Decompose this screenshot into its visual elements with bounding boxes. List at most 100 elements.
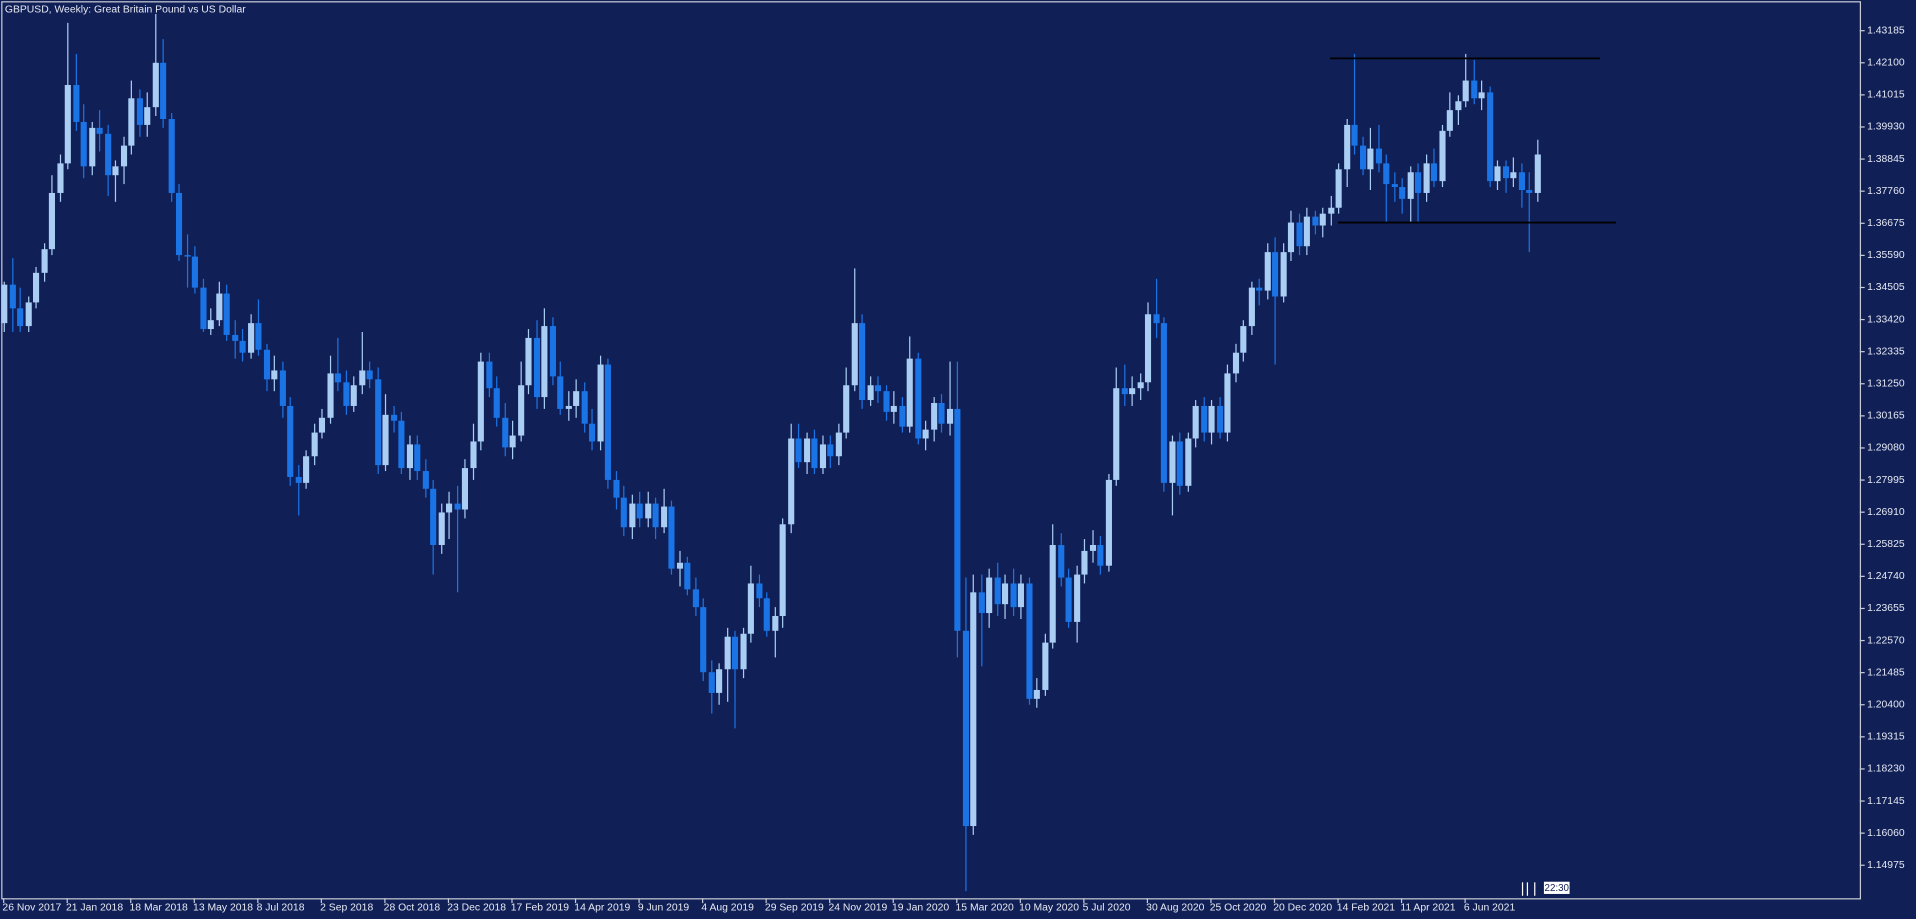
candle-body (248, 323, 255, 353)
candle-body (438, 512, 445, 546)
candle-body (1518, 172, 1525, 191)
candle-body (144, 107, 151, 125)
y-tick-label: 1.39930 (1867, 122, 1905, 133)
candle-body (96, 127, 103, 134)
candle-body (406, 444, 414, 469)
y-tick-label: 1.42100 (1867, 58, 1905, 69)
candle-body (1042, 642, 1049, 690)
candle-body (1287, 222, 1295, 253)
candle-body (1423, 163, 1430, 193)
candle-body (255, 323, 262, 350)
candle-body (708, 672, 715, 693)
candle-body (962, 630, 969, 827)
y-tick-label: 1.29080 (1867, 443, 1905, 454)
candle-body (867, 385, 874, 401)
x-tick-label: 2 Sep 2018 (320, 903, 373, 914)
candle-body (1351, 124, 1358, 146)
candle-body (604, 364, 611, 480)
candle-body (136, 98, 143, 125)
candle-body (1065, 577, 1072, 622)
candle-body (724, 636, 731, 670)
candle-body (477, 361, 484, 442)
candle-body (382, 414, 389, 466)
candle-body (859, 323, 866, 401)
candle-body (994, 577, 1001, 605)
candle-body (366, 370, 373, 380)
candle-body (684, 562, 691, 590)
x-tick-label: 14 Apr 2019 (574, 903, 630, 914)
candle-body (1455, 101, 1462, 111)
candle-body (207, 320, 214, 330)
candle-body (636, 503, 643, 519)
candle-body (89, 127, 96, 167)
candle-body (1017, 583, 1024, 608)
candle-body (565, 405, 572, 409)
candle-body (200, 287, 207, 330)
candle-body (1, 284, 8, 324)
candle-body (160, 62, 167, 120)
candle-body (1319, 213, 1326, 226)
candle-body (17, 308, 24, 327)
x-tick-label: 20 Dec 2020 (1273, 903, 1332, 914)
candle-body (915, 358, 922, 439)
x-tick-label: 24 Nov 2019 (828, 903, 887, 914)
y-tick-label: 1.24740 (1867, 571, 1905, 582)
x-tick-label: 6 Jun 2021 (1464, 903, 1516, 914)
candle-body (1328, 207, 1335, 214)
y-tick-label: 1.20400 (1867, 699, 1905, 710)
candle-body (533, 337, 541, 398)
candle-body (588, 423, 596, 442)
candle-body (668, 506, 675, 569)
y-tick-label: 1.14975 (1867, 860, 1905, 871)
candle-body (1367, 148, 1374, 170)
x-tick-label: 18 Mar 2018 (130, 903, 188, 914)
candle-body (454, 503, 461, 510)
plot-border (1, 1, 1862, 900)
x-tick-label: 4 Aug 2019 (701, 903, 754, 914)
y-tick-label: 1.33420 (1867, 314, 1905, 325)
y-tick-label: 1.17145 (1867, 796, 1905, 807)
y-tick-label: 1.32335 (1867, 346, 1905, 357)
candle-body (835, 432, 842, 457)
candle-body (334, 373, 341, 383)
candle-body (890, 405, 897, 412)
candle-body (271, 370, 278, 380)
candle-body (1439, 130, 1446, 182)
candle-body (747, 583, 754, 634)
x-tick-label: 8 Jul 2018 (257, 903, 305, 914)
candle-body (851, 323, 858, 386)
candle-body (1344, 124, 1351, 170)
y-tick-label: 1.38845 (1867, 154, 1905, 165)
candle-body (1471, 80, 1478, 99)
candle-body (1430, 163, 1437, 182)
candle-body (804, 438, 811, 463)
candle-body (461, 468, 469, 510)
candle-body (1232, 352, 1240, 374)
candle-body (947, 408, 954, 424)
candle-body (1478, 92, 1485, 99)
candle-body (359, 370, 366, 386)
candle-body (843, 385, 850, 433)
candle-body (581, 391, 588, 424)
candle-body (518, 385, 525, 436)
candle-body (446, 503, 453, 513)
candle-body (1074, 574, 1081, 622)
candle-body (779, 524, 786, 617)
candle-body (1360, 145, 1367, 170)
candle-body (1105, 479, 1112, 566)
candle-body (1407, 172, 1414, 199)
y-tick-label: 1.43185 (1867, 25, 1905, 36)
candle-body (795, 438, 802, 463)
candle-body (232, 334, 239, 341)
candle-body (1526, 190, 1533, 193)
candle-body (493, 388, 500, 418)
candle-body (1240, 326, 1247, 353)
candle-body (1137, 382, 1144, 389)
y-tick-label: 1.23655 (1867, 603, 1905, 614)
candle-body (398, 420, 405, 469)
candle-body (756, 583, 763, 599)
candle-body (1462, 80, 1469, 102)
candle-body (1487, 92, 1494, 182)
candle-body (661, 506, 668, 528)
candle-body (1144, 314, 1152, 383)
